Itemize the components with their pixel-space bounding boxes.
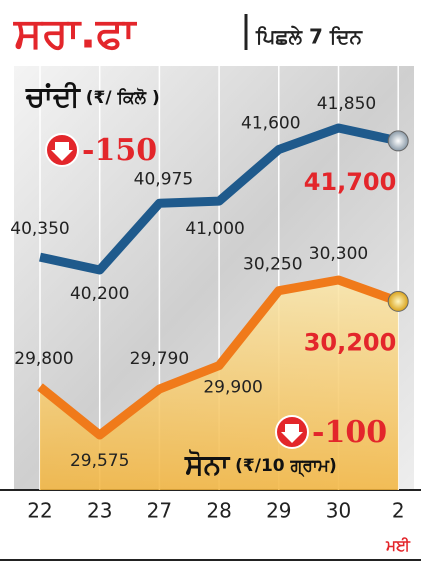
value-label: 30,200 [304,328,397,356]
value-label: 41,850 [317,94,376,114]
x-tick-label: 22 [27,499,52,523]
area [40,280,399,490]
change-arrow [281,424,303,443]
x-tick-label: 28 [206,499,231,523]
value-label: 40,200 [70,284,129,304]
x-tick-label: 2 [392,499,405,523]
x-tick-label: 30 [326,499,351,523]
legend-unit: (₹/10 ਗ੍ਰਾਮ) [235,456,337,478]
value-label: 40,975 [134,169,193,189]
value-label: 29,800 [14,349,73,369]
chart-subtitle: ਪਿਛਲੇ 7 ਦਿਨ [255,25,364,49]
end-marker [387,130,409,152]
month-label: ਮਈ [385,537,411,555]
value-label: 29,790 [130,349,189,369]
change-label: -150 [82,133,157,168]
value-label: 41,700 [304,168,397,196]
x-tick-label: 23 [87,499,112,523]
end-marker [387,290,409,312]
value-label: 29,575 [70,451,129,471]
change-arrow [51,142,73,161]
line [39,123,400,275]
value-label: 30,250 [243,255,302,275]
line [37,275,400,440]
value-label: 40,350 [10,219,69,239]
change-label: -100 [312,415,387,450]
value-label: 29,900 [203,378,262,398]
legend-unit: (₹/ ਕਿਲੋ ) [86,87,160,108]
legend-label: ਸੋਨਾ [184,448,231,481]
x-tick-label: 29 [266,499,291,523]
legend-label: ਚਾਂਦੀ [25,80,81,113]
value-label: 41,600 [241,114,300,134]
value-label: 41,000 [185,219,244,239]
chart-title: ਸਰਾ.ਫਾ [13,9,137,58]
value-label: 30,300 [309,244,368,264]
x-tick-label: 27 [147,499,172,523]
